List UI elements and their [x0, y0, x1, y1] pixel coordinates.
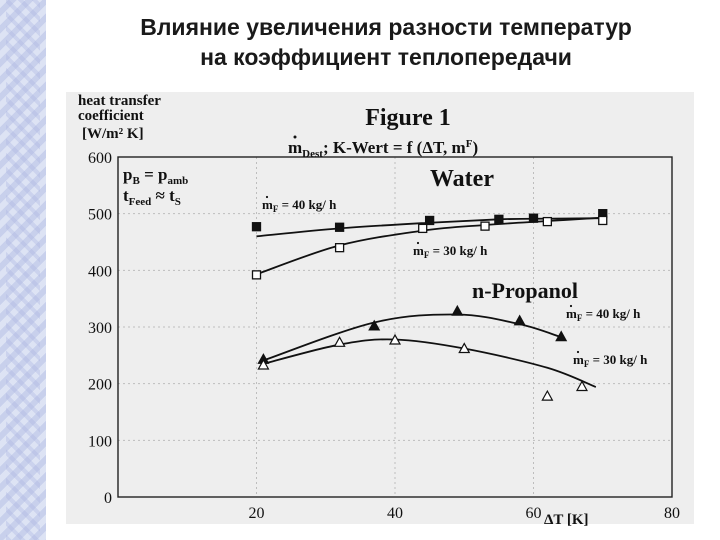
- x-tick-label-80: 80: [664, 505, 680, 522]
- marker-s3-p2: [368, 319, 381, 331]
- marker-s2-p3: [418, 223, 428, 234]
- x-axis-label: ΔT [K]: [544, 512, 589, 528]
- marker-s4-p4: [458, 342, 471, 354]
- marker-s4-p5: [541, 389, 554, 401]
- condition-pressure: pB = pamb: [123, 165, 188, 187]
- scanned-figure-background: [66, 92, 694, 524]
- conditions-box: pB = pamb tFeed ≈ tS: [123, 165, 188, 208]
- group-label-water: Water: [430, 166, 494, 192]
- marker-s4-p6: [575, 380, 588, 392]
- flow-label-series-2: mF = 30 kg/ h: [413, 243, 488, 260]
- marker-s1-p4: [494, 214, 504, 224]
- marker-s3-p4: [513, 314, 526, 326]
- flow-label-dot-1: [265, 195, 269, 199]
- subtitle-kwert-sup: F: [466, 138, 473, 150]
- subtitle-kwert: ; K-Wert = f (ΔT, m: [323, 138, 466, 157]
- condition-temperature: tFeed ≈ tS: [123, 186, 181, 208]
- slide-border-strip: [0, 0, 46, 540]
- marker-s3-p5: [555, 330, 568, 342]
- series-curve-3: [263, 313, 562, 362]
- marker-s4-p1: [257, 358, 270, 370]
- chart-labels: 0 100 200 300 400 500 600 20 40 60 80 mF = 40 kg/ h…: [88, 135, 680, 522]
- marker-s1-p1: [251, 222, 262, 232]
- marker-s2-p2: [334, 243, 345, 253]
- subtitle-m: m: [288, 138, 302, 157]
- marker-s2-p5: [542, 216, 552, 227]
- y-axis-label-line-2: coefficient: [78, 108, 144, 124]
- flow-label-dot-3: [569, 304, 573, 308]
- y-tick-label-200: 200: [88, 377, 112, 394]
- y-tick-label-0: 0: [104, 490, 112, 507]
- x-tick-label-20: 20: [249, 505, 265, 522]
- x-tick-label-60: 60: [526, 505, 542, 522]
- y-axis-label-line-1: heat transfer: [78, 93, 161, 109]
- flow-label-series-3: mF = 40 kg/ h: [566, 306, 641, 323]
- marker-s2-p1: [251, 270, 262, 280]
- marker-s4-p3: [388, 333, 402, 345]
- subtitle-m-sub: Dest: [302, 148, 323, 160]
- series-markers: [251, 209, 608, 401]
- flow-label-dot-4: [576, 350, 580, 354]
- plot-frame: [117, 156, 673, 498]
- series-curve-4: [263, 338, 597, 388]
- subtitle-m-dot: [293, 135, 297, 139]
- marker-s1-p3: [424, 215, 435, 226]
- marker-s3-p3: [451, 304, 464, 316]
- group-label-propanol: n-Propanol: [472, 278, 578, 303]
- subtitle-kwert-end: ): [472, 138, 478, 157]
- chart-subtitle: mDest; K-Wert = f (ΔT, mF): [288, 138, 478, 160]
- y-tick-label-600: 600: [88, 150, 112, 167]
- flow-label-dot-2: [416, 241, 420, 245]
- marker-s2-p4: [480, 221, 490, 231]
- flow-label-series-4: mF = 30 kg/ h: [573, 352, 648, 369]
- flow-label-series-1: mF = 40 kg/ h: [262, 197, 337, 214]
- grid-lines: [118, 156, 672, 497]
- y-tick-label-100: 100: [88, 433, 112, 450]
- y-tick-label-500: 500: [88, 207, 112, 224]
- slide-title-line-1: Влияние увеличения разности температур: [140, 14, 632, 40]
- plot-border: [117, 156, 673, 498]
- slide-title-line-2: на коэффициент теплопередачи: [200, 44, 572, 70]
- marker-s1-p2: [334, 222, 345, 232]
- x-tick-label-40: 40: [387, 505, 403, 522]
- y-axis-label-line-3: [W/m² K]: [82, 126, 144, 142]
- slide-title: Влияние увеличения разности температур н…: [52, 12, 720, 72]
- marker-s4-p2: [333, 336, 346, 347]
- marker-s1-p5: [528, 213, 539, 223]
- figure-label: Figure 1: [365, 105, 451, 131]
- marker-s2-p6: [598, 215, 608, 226]
- y-tick-label-300: 300: [88, 320, 112, 337]
- y-tick-label-400: 400: [88, 263, 112, 280]
